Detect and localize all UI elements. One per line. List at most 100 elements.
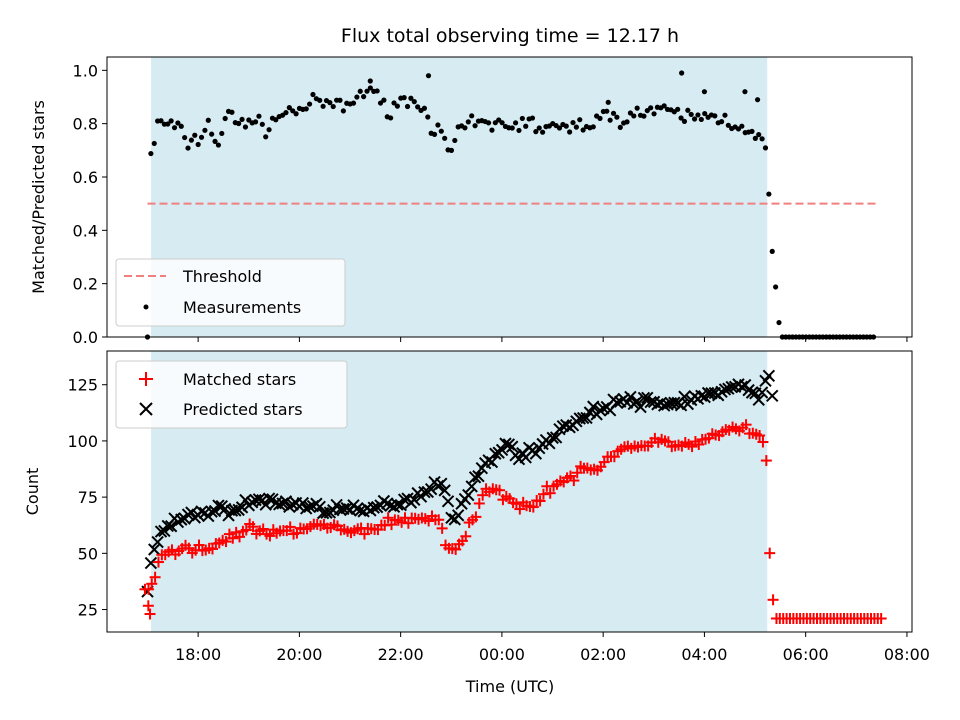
measurement-point [742, 89, 748, 95]
measurement-point [605, 99, 611, 105]
matched-point [494, 484, 506, 496]
measurement-point [266, 127, 272, 133]
matched-point [470, 511, 482, 523]
measurement-point [330, 103, 336, 110]
measurement-point [754, 97, 761, 103]
legend-matched-label: Matched stars [183, 370, 296, 389]
predicted-point [391, 498, 404, 511]
measurement-point [182, 134, 188, 141]
measurement-point [283, 110, 289, 116]
top-y-tick-label: 0.6 [73, 168, 98, 187]
measurement-point [367, 78, 373, 84]
measurement-point [489, 127, 495, 133]
predicted-point [354, 504, 367, 517]
matched-point [473, 497, 485, 509]
measurement-point [303, 106, 309, 112]
bottom-y-axis-label: Count [23, 468, 42, 516]
measurement-point [469, 113, 475, 119]
measurement-point [698, 116, 704, 123]
predicted-point [695, 389, 708, 402]
measurement-point [695, 112, 701, 118]
measurement-point [624, 119, 630, 125]
predicted-point [678, 390, 691, 403]
measurement-point [165, 121, 171, 127]
measurement-point [540, 129, 546, 135]
predicted-point [252, 493, 266, 506]
measurement-point [769, 248, 775, 254]
measurement-point [394, 103, 400, 109]
measurement-point [425, 114, 431, 120]
predicted-point [272, 498, 286, 511]
matched-point [149, 571, 161, 583]
predicted-point [441, 495, 455, 508]
measurement-point [252, 119, 259, 125]
measurement-point [762, 145, 769, 151]
measurement-point [212, 138, 218, 144]
measurement-point [597, 115, 603, 121]
top-y-tick-label: 0.0 [73, 328, 98, 347]
measurement-point [421, 105, 428, 111]
measurement-point [361, 94, 367, 100]
measurement-point [607, 117, 613, 123]
predicted-point [397, 493, 411, 506]
measurement-point [185, 145, 191, 151]
predicted-point [424, 482, 438, 496]
predicted-point [235, 501, 249, 514]
bottom-plot-frame [106, 350, 913, 633]
bottom-y-tick-label: 100 [67, 432, 98, 451]
measurement-point [273, 117, 279, 123]
measurement-point [712, 113, 718, 119]
measurement-point [327, 100, 333, 106]
predicted-point [262, 492, 276, 505]
measurement-point [290, 108, 296, 114]
chart-title: Flux total observing time = 12.17 h [341, 25, 679, 47]
measurement-point [499, 120, 505, 126]
measurement-point [263, 134, 269, 140]
predicted-point [296, 496, 310, 510]
measurement-point [577, 117, 583, 123]
measurement-point [749, 128, 755, 134]
legend-measurements-label: Measurements [183, 298, 301, 317]
predicted-point [367, 501, 380, 514]
measurement-point [452, 137, 458, 144]
predicted-point [195, 505, 208, 518]
measurement-point [286, 105, 292, 111]
x-tick-label: 02:00 [580, 645, 626, 664]
measurement-point [148, 150, 154, 157]
measurement-point [317, 97, 323, 103]
bottom-y-tick-label: 125 [67, 376, 98, 395]
predicted-point [529, 447, 543, 460]
measurement-point [435, 122, 441, 128]
measurement-point [350, 100, 357, 106]
predicted-point [408, 493, 421, 506]
measurement-point [236, 120, 242, 127]
measurement-point [509, 125, 515, 131]
matched-point [142, 600, 154, 612]
matched-point [264, 530, 276, 542]
x-tick-label: 06:00 [783, 645, 829, 664]
measurement-point [337, 97, 343, 103]
measurement-point [229, 109, 235, 115]
x-tick-label: 08:00 [884, 645, 930, 664]
predicted-point [755, 386, 769, 399]
matched-point [764, 547, 776, 559]
measurement-point [462, 125, 468, 131]
predicted-point [208, 504, 222, 518]
predicted-point [350, 502, 364, 516]
measurement-point [756, 132, 762, 138]
predicted-point [705, 387, 718, 400]
matched-point [146, 578, 158, 590]
predicted-point [634, 400, 647, 414]
predicted-point [300, 502, 313, 515]
matched-point [571, 467, 583, 479]
predicted-point [418, 485, 431, 499]
matched-point [514, 503, 526, 515]
predicted-point [624, 390, 637, 404]
measurement-point [442, 135, 448, 141]
measurement-point [773, 284, 779, 290]
measurement-point [718, 119, 725, 125]
measurement-point [685, 107, 691, 113]
measurement-point [512, 120, 519, 126]
measurement-point [465, 119, 471, 125]
